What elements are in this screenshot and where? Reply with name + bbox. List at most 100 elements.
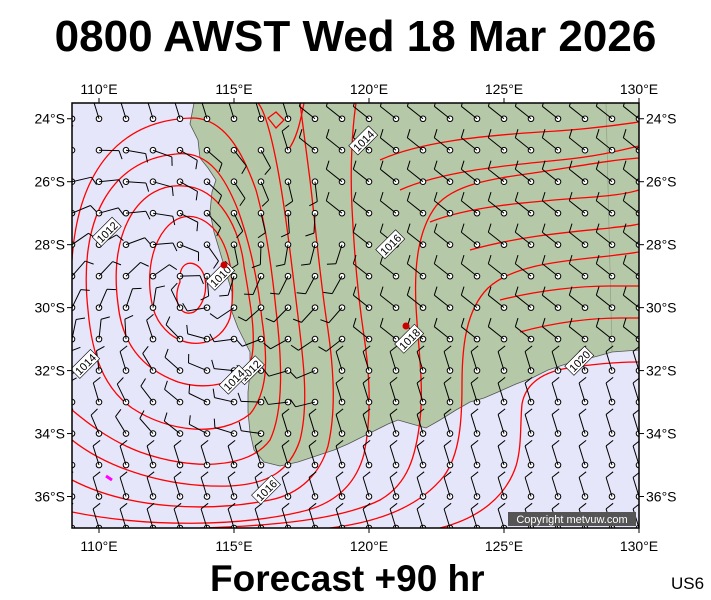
lon-label-top: 125°E (485, 81, 523, 97)
wind-barb (416, 376, 427, 406)
wind-barb (308, 471, 319, 500)
wind-barb (146, 314, 157, 343)
wind-barb (139, 410, 157, 437)
forecast-label: Forecast +90 hr (210, 558, 485, 599)
wind-barb (335, 471, 346, 500)
wind-barb (115, 409, 130, 437)
wind-barb (290, 398, 319, 408)
high-centre-marker (402, 322, 410, 330)
wind-barb (119, 345, 130, 374)
wind-barb (433, 129, 454, 154)
wind-barb (281, 125, 292, 154)
wind-barb (122, 287, 142, 311)
wind-barb (497, 471, 508, 500)
wind-barb (497, 439, 508, 469)
wind-barb (298, 129, 319, 154)
wind-barb (176, 178, 198, 201)
lon-label-top: 120°E (350, 81, 388, 97)
isobar-label: 1012 (91, 216, 122, 247)
wind-barb (379, 103, 400, 123)
wind-barb (237, 392, 265, 406)
wind-barb (257, 209, 266, 239)
wind-barb (541, 103, 562, 123)
wind-barb (487, 160, 508, 186)
wind-barb (514, 103, 535, 123)
wind-barb (263, 396, 292, 406)
lat-label-right: 30°S (646, 300, 677, 316)
wind-barb (541, 254, 562, 280)
wind-barb (95, 316, 110, 343)
wind-barb (379, 129, 400, 154)
wind-barb (298, 103, 319, 123)
wind-barb (95, 288, 116, 311)
wind-barb (219, 272, 238, 297)
wind-barb (93, 103, 103, 123)
wind-barb (292, 304, 319, 323)
wind-barb (406, 129, 427, 154)
lon-label-bottom: 115°E (215, 538, 252, 554)
wind-barb (460, 160, 481, 186)
wind-barb (301, 241, 319, 266)
wind-barb (352, 192, 373, 217)
wind-barb (146, 471, 157, 500)
wind-barb (389, 408, 400, 437)
lat-label-right: 28°S (646, 237, 677, 253)
wind-barb (487, 223, 508, 248)
wind-barb (497, 376, 508, 406)
wind-barb (416, 408, 427, 437)
wind-barb (487, 286, 508, 311)
wind-barb (568, 223, 589, 248)
wind-barb (275, 241, 292, 267)
low-centre-marker (220, 261, 228, 269)
wind-barb (227, 471, 238, 500)
wind-barb (514, 129, 535, 154)
wind-barb (122, 209, 151, 220)
wind-barb (487, 317, 508, 343)
wind-barb (119, 471, 130, 500)
wind-barb (352, 103, 373, 123)
map-title: 0800 AWST Wed 18 Mar 2026 (54, 12, 657, 61)
wind-barb (122, 237, 152, 248)
wind-barb (406, 160, 427, 186)
wind-barb (352, 223, 373, 248)
wind-barb (203, 146, 223, 173)
wind-barb (237, 304, 265, 322)
lon-label-top: 130°E (620, 81, 658, 97)
copyright-box (508, 512, 636, 526)
wind-barb (389, 439, 400, 469)
wind-barb (95, 146, 123, 160)
lat-label-right: 26°S (646, 174, 677, 190)
lon-label-bottom: 125°E (485, 538, 523, 554)
wind-barb (389, 345, 400, 374)
wind-barb (595, 192, 616, 217)
wind-barb (186, 324, 211, 343)
wind-barb (389, 471, 400, 500)
wind-barb (389, 376, 400, 406)
wind-barb (406, 103, 427, 123)
wind-barb (203, 241, 219, 269)
lat-label-right: 34°S (646, 426, 677, 442)
wind-barb (282, 103, 292, 123)
wind-barb (605, 345, 616, 374)
lat-label-left: 30°S (34, 300, 65, 316)
wind-barb (92, 376, 103, 406)
wind-barb (433, 254, 454, 280)
wind-barb (524, 345, 535, 374)
lat-label-left: 36°S (34, 489, 65, 505)
wind-barb (209, 304, 238, 320)
lon-label-bottom: 120°E (350, 538, 388, 554)
wind-barb (326, 241, 346, 265)
wind-barb (335, 439, 346, 469)
wind-barb (325, 192, 346, 217)
wind-barb (149, 264, 178, 280)
wind-barb (514, 223, 535, 248)
wind-barb (120, 103, 130, 123)
wind-barb (146, 439, 157, 469)
wind-barb (122, 178, 150, 192)
wind-barb (308, 439, 319, 469)
wind-barb (173, 439, 184, 469)
wind-barb (487, 254, 508, 280)
wind-barb (281, 439, 292, 469)
wind-barb (362, 471, 373, 500)
